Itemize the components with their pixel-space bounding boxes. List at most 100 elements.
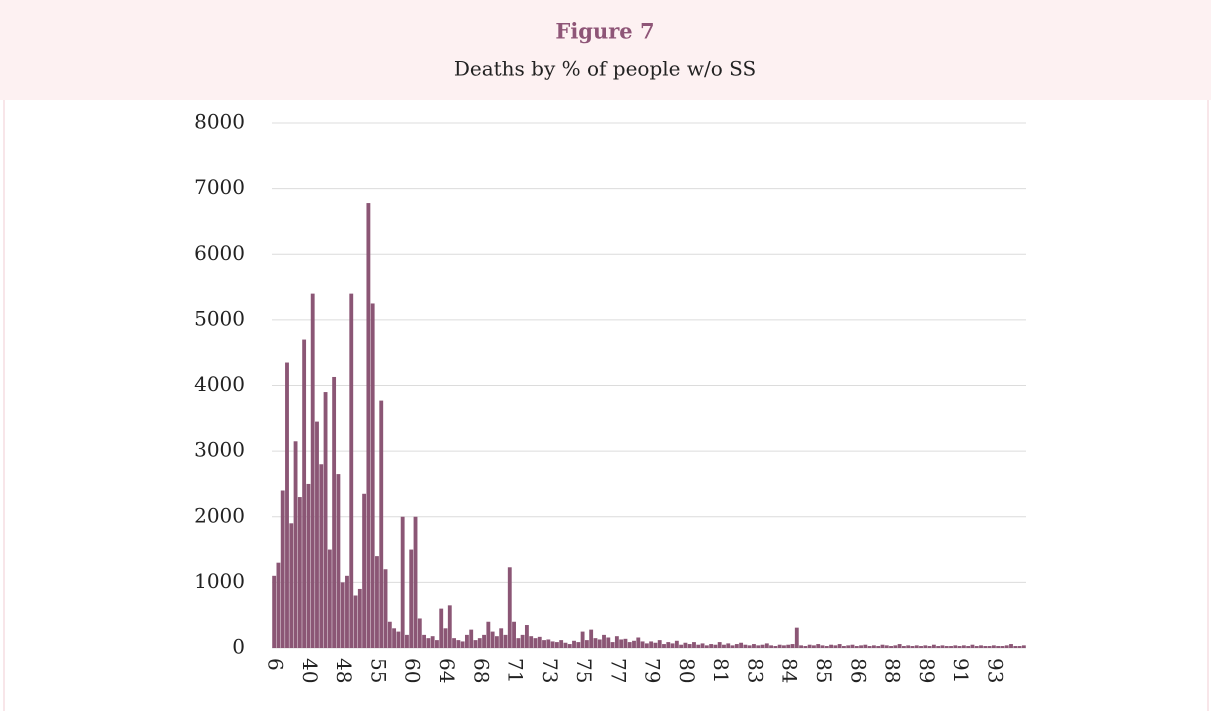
x-tick-label: 83 <box>743 658 767 683</box>
bar <box>794 627 799 648</box>
bar <box>640 641 645 648</box>
bar <box>323 392 328 648</box>
bar <box>430 636 435 648</box>
bar <box>816 644 821 648</box>
y-tick-label: 3000 <box>194 438 245 462</box>
x-tick-label: 84 <box>778 658 802 683</box>
bar <box>764 643 769 648</box>
bar <box>743 644 748 648</box>
bar <box>435 640 439 648</box>
bar <box>417 618 422 648</box>
bar <box>276 562 281 648</box>
bar <box>413 516 418 648</box>
bar <box>473 640 478 648</box>
bar <box>533 638 538 648</box>
bar <box>550 641 555 648</box>
chart-title: Figure 7 <box>555 19 654 44</box>
bar <box>966 646 971 648</box>
x-tick-label: 55 <box>366 658 390 683</box>
bar <box>627 642 632 648</box>
bar <box>730 645 735 648</box>
bar <box>662 644 666 648</box>
bar <box>871 645 876 648</box>
bar <box>717 642 722 648</box>
bar <box>554 642 559 648</box>
bar <box>332 376 337 648</box>
bar <box>619 639 624 648</box>
bar <box>704 645 709 648</box>
bar <box>349 293 354 648</box>
bar <box>520 634 525 648</box>
bar <box>546 639 551 648</box>
bar <box>327 549 332 648</box>
bar <box>726 643 731 648</box>
bar <box>572 640 576 648</box>
bar <box>777 644 782 648</box>
bar <box>949 646 953 648</box>
bar <box>589 629 594 648</box>
bar <box>567 644 572 648</box>
bar <box>957 646 962 648</box>
x-tick-label: 73 <box>538 658 562 683</box>
bar <box>340 582 345 648</box>
x-tick-label: 80 <box>675 658 699 683</box>
bar <box>345 575 349 648</box>
x-tick-label: 68 <box>469 658 493 683</box>
bar <box>482 634 486 648</box>
x-tick-label: 91 <box>949 658 973 683</box>
y-tick-label: 2000 <box>194 503 245 527</box>
bar <box>490 631 495 648</box>
bar <box>477 638 482 648</box>
bar <box>747 645 752 648</box>
bar <box>670 643 675 648</box>
bar <box>580 631 585 648</box>
bar <box>310 293 315 648</box>
bar <box>906 645 911 648</box>
bar <box>1000 646 1005 648</box>
x-tick-label: 77 <box>606 658 630 683</box>
bar <box>370 303 375 648</box>
bar <box>507 567 512 648</box>
bar <box>923 645 928 648</box>
bar <box>953 645 958 648</box>
bar <box>880 644 885 648</box>
bar <box>756 645 761 648</box>
bar <box>387 621 392 648</box>
bar <box>460 641 465 648</box>
bar <box>409 549 414 648</box>
bar <box>841 646 846 648</box>
bar <box>623 638 628 648</box>
bar <box>542 640 546 648</box>
bar <box>584 640 589 648</box>
bar <box>944 646 949 648</box>
y-tick-label: 4000 <box>194 372 245 396</box>
bar <box>302 339 307 648</box>
bar <box>812 645 816 648</box>
bar <box>456 640 461 648</box>
bar <box>996 646 1001 648</box>
bar <box>606 637 611 648</box>
bar <box>674 640 679 648</box>
bar <box>910 646 915 648</box>
y-tick-label: 0 <box>232 635 245 659</box>
bar <box>863 644 868 648</box>
y-tick-label: 6000 <box>194 241 245 265</box>
bar <box>1013 646 1018 648</box>
bar <box>537 636 542 648</box>
bar <box>649 641 654 648</box>
bar <box>602 634 606 648</box>
bar <box>1021 645 1026 648</box>
bar <box>644 643 649 648</box>
bar <box>529 636 534 648</box>
bar <box>362 493 367 648</box>
bar <box>782 645 786 648</box>
bar <box>683 642 688 648</box>
bar <box>614 636 619 648</box>
bar <box>494 636 499 648</box>
bar <box>931 644 936 648</box>
bar <box>469 629 474 648</box>
bar <box>884 645 889 648</box>
bar <box>653 642 658 648</box>
bar <box>936 646 941 648</box>
